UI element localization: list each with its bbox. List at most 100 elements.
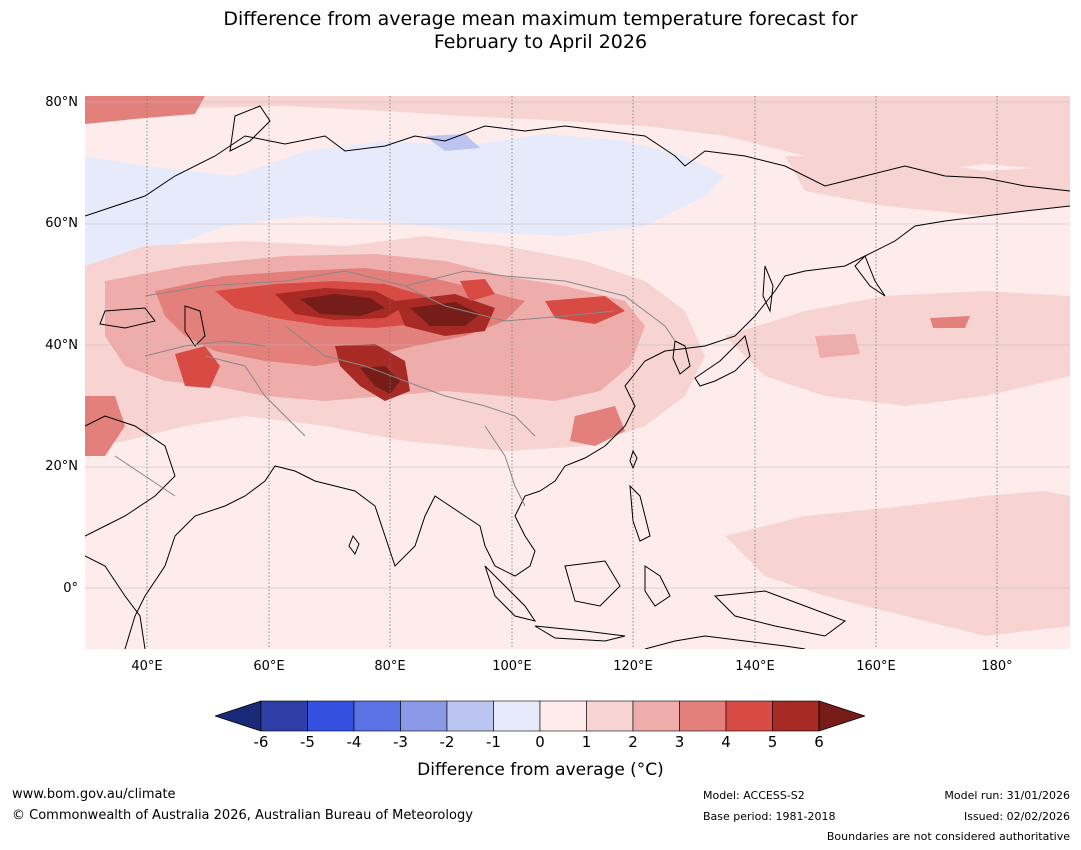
colorbar-box bbox=[539, 700, 587, 732]
footer-base-period: Base period: 1981-2018 bbox=[703, 810, 836, 823]
colorbar-box bbox=[260, 700, 308, 732]
anomaly-region-mongolia-north bbox=[460, 279, 495, 301]
coast-south-asia bbox=[124, 465, 541, 649]
border-china-south bbox=[284, 325, 536, 437]
coast-australia bbox=[644, 635, 806, 649]
border-afghanistan-pakistan bbox=[204, 355, 306, 437]
border-middle-east bbox=[114, 455, 176, 497]
coast-arctic bbox=[85, 125, 1070, 217]
borders bbox=[114, 270, 676, 507]
lon-label-60e: 60°E bbox=[253, 659, 285, 674]
lat-label-20n: 20°N bbox=[45, 459, 78, 474]
anomaly-region-siberia-cool bbox=[85, 134, 725, 271]
colorbar-tick-label: -2 bbox=[439, 733, 455, 751]
lat-label-40n: 40°N bbox=[45, 338, 78, 353]
coast-sakhalin bbox=[762, 265, 774, 313]
anomaly-region-north-pacific bbox=[725, 291, 1070, 406]
anomaly-region-6plus bbox=[300, 294, 385, 316]
coast-kamchatka bbox=[854, 255, 886, 297]
colorbar-tick-label: -1 bbox=[486, 733, 501, 751]
title-line-1: Difference from average mean maximum tem… bbox=[223, 8, 858, 30]
colorbar-box bbox=[586, 700, 634, 732]
coast-borneo bbox=[564, 560, 621, 607]
colorbar bbox=[215, 700, 865, 732]
colorbar-tick-label: 5 bbox=[767, 733, 778, 751]
coast-sri-lanka bbox=[348, 534, 360, 556]
anomaly-region-south-china bbox=[570, 406, 625, 446]
grid-lines bbox=[146, 96, 998, 649]
lon-label-180: 180° bbox=[981, 659, 1013, 674]
colorbar-box bbox=[632, 700, 680, 732]
colorbar-tick-label: 0 bbox=[535, 733, 545, 751]
colorbar-box bbox=[679, 700, 727, 732]
forecast-map[interactable] bbox=[85, 96, 1070, 649]
coastlines bbox=[85, 105, 1070, 649]
colorbar-box bbox=[307, 700, 355, 732]
title-line-2: February to April 2026 bbox=[433, 31, 648, 53]
colorbar-tick-label: 4 bbox=[721, 733, 731, 751]
footer-copyright: © Commonwealth of Australia 2026, Austra… bbox=[12, 808, 473, 823]
coast-novaya-zemlya bbox=[229, 105, 271, 152]
coast-java bbox=[534, 625, 626, 642]
colorbar-boxes bbox=[260, 700, 820, 732]
colorbar-tick-label: 6 bbox=[814, 733, 824, 751]
lon-label-100e: 100°E bbox=[492, 659, 532, 674]
coast-black-sea bbox=[99, 307, 156, 329]
footer-issued: Issued: 02/02/2026 bbox=[963, 810, 1070, 823]
anomaly-region-east-siberia bbox=[785, 156, 1070, 216]
lon-label-120e: 120°E bbox=[613, 659, 653, 674]
coast-sumatra bbox=[484, 565, 537, 622]
chart-title: Difference from average mean maximum tem… bbox=[0, 8, 1081, 54]
colorbar-low-extend bbox=[215, 700, 262, 732]
colorbar-tick-label: -3 bbox=[393, 733, 408, 751]
coast-japan bbox=[694, 335, 751, 387]
grid-lat-lines bbox=[85, 101, 1070, 589]
footer-website[interactable]: www.bom.gov.au/climate bbox=[12, 787, 176, 802]
anomaly-region-pacific-patch bbox=[815, 334, 860, 358]
colorbar-tick-label: -5 bbox=[300, 733, 315, 751]
lon-label-80e: 80°E bbox=[374, 659, 406, 674]
border-russia-south bbox=[144, 270, 646, 312]
coast-korea bbox=[672, 340, 691, 375]
lon-label-40e: 40°E bbox=[131, 659, 163, 674]
colorbar-box bbox=[772, 700, 820, 732]
colorbar-box bbox=[493, 700, 541, 732]
colorbar-box bbox=[400, 700, 448, 732]
colorbar-box bbox=[446, 700, 494, 732]
colorbar-tick-label: 1 bbox=[581, 733, 592, 751]
colorbar-box bbox=[725, 700, 773, 732]
lat-label-80n: 80°N bbox=[45, 95, 78, 110]
lat-label-0: 0° bbox=[63, 581, 78, 596]
footer-disclaimer: Boundaries are not considered authoritat… bbox=[826, 830, 1070, 843]
footer-model: Model: ACCESS-S2 bbox=[703, 789, 805, 802]
coast-pacific bbox=[539, 205, 1070, 492]
anomaly-region-arctic-warm bbox=[85, 96, 205, 124]
lon-label-140e: 140°E bbox=[735, 659, 775, 674]
colorbar-label: Difference from average (°C) bbox=[417, 760, 664, 780]
border-north-korea bbox=[644, 310, 676, 342]
footer-model-run: Model run: 31/01/2026 bbox=[944, 789, 1070, 802]
border-indochina bbox=[484, 425, 526, 507]
colorbar-box bbox=[353, 700, 401, 732]
coast-new-guinea bbox=[713, 590, 847, 637]
colorbar-high-extend bbox=[818, 700, 865, 732]
anomaly-region-mongolia-6 bbox=[410, 302, 480, 326]
colorbar-tick-label: 3 bbox=[674, 733, 685, 751]
map-svg bbox=[85, 96, 1070, 649]
border-mongolia-china bbox=[404, 285, 616, 322]
anomaly-region-arabia bbox=[85, 396, 125, 456]
colorbar-tick-label: -6 bbox=[253, 733, 269, 751]
coast-philippines bbox=[629, 484, 651, 542]
lon-label-160e: 160°E bbox=[856, 659, 896, 674]
anomaly-region-pacific-small bbox=[930, 316, 970, 328]
coast-taiwan bbox=[629, 449, 638, 470]
coast-sulawesi bbox=[644, 565, 671, 607]
anomaly-region-northeast-china bbox=[545, 296, 625, 324]
border-central-asia bbox=[144, 340, 266, 357]
coast-arabia bbox=[85, 415, 176, 537]
colorbar-tick-label: 2 bbox=[628, 733, 638, 751]
coast-caspian bbox=[184, 305, 206, 347]
colorbar-tick-label: -4 bbox=[346, 733, 362, 751]
anomaly-region-cool-core bbox=[425, 134, 480, 151]
coast-africa bbox=[85, 555, 146, 649]
